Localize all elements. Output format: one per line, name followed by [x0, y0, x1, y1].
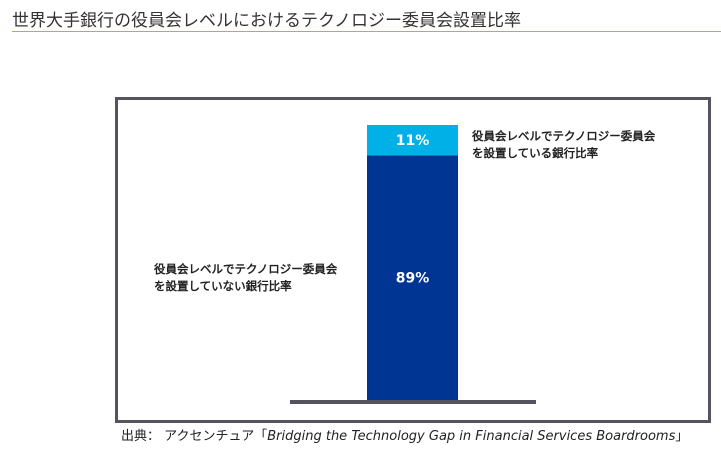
- bar-segment-0: [367, 155, 458, 400]
- source-prefix: 出典： アクセンチュア「: [121, 429, 268, 444]
- legend-label-with: 役員会レベルでテクノロジー委員会 を設置している銀行比率: [472, 128, 655, 162]
- source-title: Bridging the Technology Gap in Financial…: [267, 429, 676, 444]
- source-note: 出典： アクセンチュア「Bridging the Technology Gap …: [121, 425, 688, 444]
- source-suffix: 」: [675, 429, 689, 444]
- baseline: [290, 400, 536, 404]
- title-underline: [12, 31, 721, 32]
- legend-label-without: 役員会レベルでテクノロジー委員会 を設置していない銀行比率: [154, 261, 337, 295]
- legend-label-line: 役員会レベルでテクノロジー委員会: [472, 129, 656, 143]
- legend-label-line: を設置していない銀行比率: [154, 279, 292, 293]
- legend-label-line: を設置している銀行比率: [472, 146, 599, 160]
- bar-segment-1: [367, 125, 458, 156]
- chart-frame: [115, 97, 711, 423]
- legend-label-line: 役員会レベルでテクノロジー委員会: [154, 262, 338, 276]
- data-label: 11%: [396, 133, 430, 149]
- data-label: 89%: [396, 271, 430, 287]
- page-title: 世界大手銀行の役員会レベルにおけるテクノロジー委員会設置比率: [12, 11, 521, 31]
